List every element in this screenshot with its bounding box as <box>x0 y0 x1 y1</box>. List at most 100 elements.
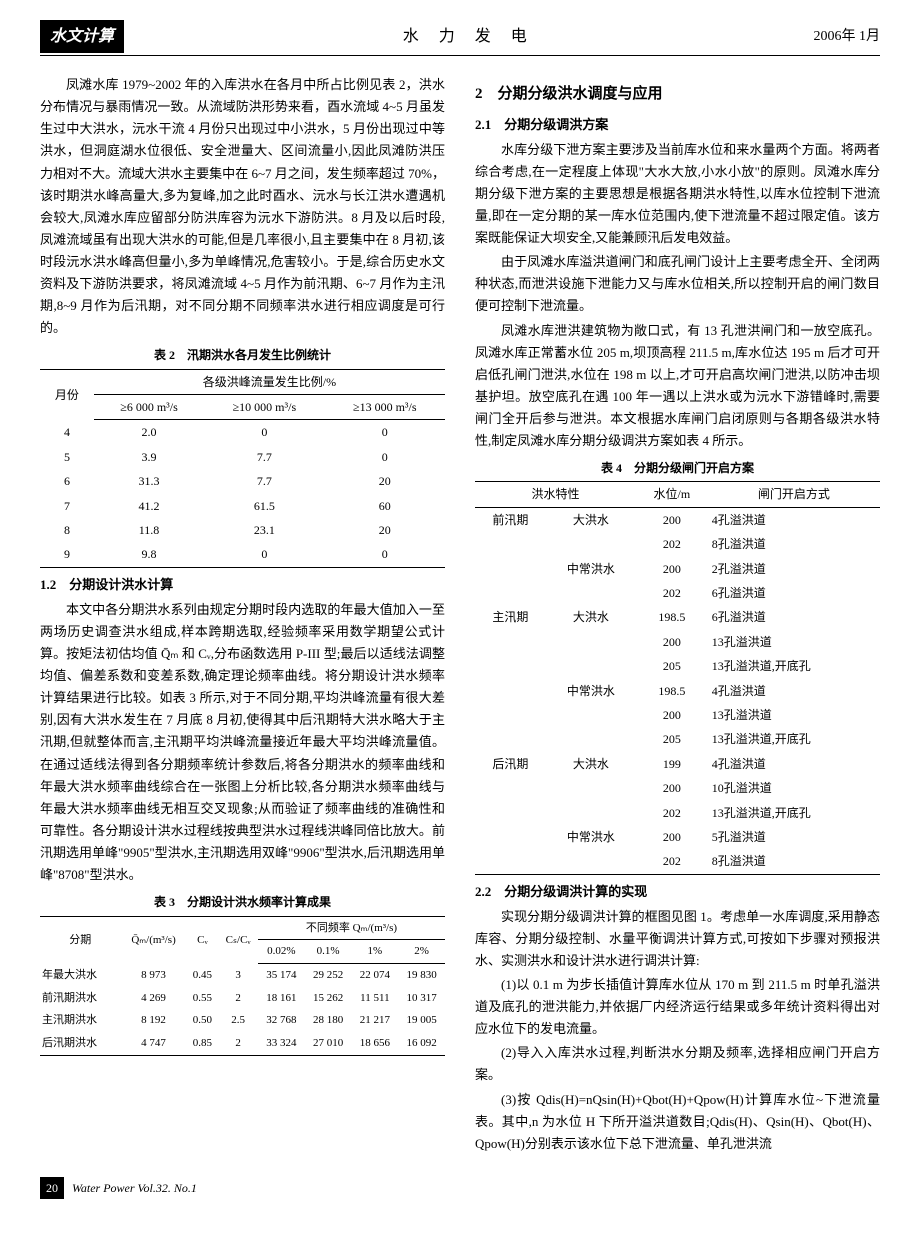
table-subheader: ≥6 000 m³/s <box>94 395 204 420</box>
table-cell: 13孔溢洪道 <box>708 703 880 727</box>
table-cell: 中常洪水 <box>546 679 636 703</box>
table-cell: 0 <box>204 542 324 567</box>
table-cell: 5孔溢洪道 <box>708 825 880 849</box>
table-header: 洪水特性 <box>475 482 636 507</box>
table-cell: 4 <box>40 420 94 445</box>
table-cell: 20 <box>325 469 445 493</box>
table-cell: 6孔溢洪道 <box>708 605 880 629</box>
table-cell: 22 074 <box>351 963 398 986</box>
table-cell: 8 <box>40 518 94 542</box>
issue-date: 2006年 1月 <box>814 25 881 49</box>
table-cell: 202 <box>636 849 708 874</box>
table-subheader: ≥10 000 m³/s <box>204 395 324 420</box>
table-cell: 200 <box>636 507 708 532</box>
table-cell: 205 <box>636 727 708 751</box>
table-cell: 3.9 <box>94 445 204 469</box>
table-cell: 11.8 <box>94 518 204 542</box>
table-header: 不同频率 Qₘ/(m³/s) <box>258 916 445 940</box>
table-cell: 200 <box>636 557 708 581</box>
section-heading: 2 分期分级洪水调度与应用 <box>475 82 880 108</box>
table-cell: 202 <box>636 581 708 605</box>
table-cell: 6 <box>40 469 94 493</box>
table-cell: 大洪水 <box>546 507 636 532</box>
table-cell: 0 <box>325 445 445 469</box>
two-column-layout: 凤滩水库 1979~2002 年的入库洪水在各月中所占比例见表 2，洪水分布情况… <box>40 74 880 1157</box>
table-cell: 年最大洪水 <box>40 963 121 986</box>
table-cell: 198.5 <box>636 679 708 703</box>
table-cell: 后汛期 <box>475 752 546 776</box>
table-cell: 中常洪水 <box>546 825 636 849</box>
body-text: (2)导入入库洪水过程,判断洪水分期及频率,选择相应闸门开启方案。 <box>475 1042 880 1086</box>
table-cell: 2.0 <box>94 420 204 445</box>
table-cell: 200 <box>636 825 708 849</box>
table-cell: 0.50 <box>187 1009 219 1032</box>
table-cell: 后汛期洪水 <box>40 1032 121 1055</box>
table-cell: 主汛期 <box>475 605 546 629</box>
table-cell: 13孔溢洪道,开底孔 <box>708 654 880 678</box>
table-cell: 大洪水 <box>546 605 636 629</box>
table-header: 闸门开启方式 <box>708 482 880 507</box>
body-text: 实现分期分级调洪计算的框图见图 1。考虑单一水库调度,采用静态库容、分期分级控制… <box>475 906 880 972</box>
table-cell: 0.85 <box>187 1032 219 1055</box>
table-cell: 199 <box>636 752 708 776</box>
table-cell: 13孔溢洪道,开底孔 <box>708 801 880 825</box>
body-text: 由于凤滩水库溢洪道闸门和底孔闸门设计上主要考虑全开、全闭两种状态,而泄洪设施下泄… <box>475 251 880 317</box>
table-cell: 33 324 <box>258 1032 305 1055</box>
table-cell: 0.45 <box>187 963 219 986</box>
table-cell: 23.1 <box>204 518 324 542</box>
table-cell: 35 174 <box>258 963 305 986</box>
table2-title: 表 2 汛期洪水各月发生比例统计 <box>40 345 445 365</box>
right-column: 2 分期分级洪水调度与应用 2.1 分期分级调洪方案 水库分级下泄方案主要涉及当… <box>475 74 880 1157</box>
table-cell: 29 252 <box>305 963 352 986</box>
table-cell: 32 768 <box>258 1009 305 1032</box>
table-cell: 0 <box>325 542 445 567</box>
table-cell: 13孔溢洪道,开底孔 <box>708 727 880 751</box>
table-cell: 5 <box>40 445 94 469</box>
table4-title: 表 4 分期分级闸门开启方案 <box>475 458 880 478</box>
table-cell: 41.2 <box>94 494 204 518</box>
table-cell: 21 217 <box>351 1009 398 1032</box>
table3: 分期 Q̄ₘ/(m³/s) Cᵥ Cₛ/Cᵥ 不同频率 Qₘ/(m³/s) 0.… <box>40 916 445 1056</box>
table-cell: 200 <box>636 630 708 654</box>
subsection-heading: 1.2 分期设计洪水计算 <box>40 574 445 596</box>
table-cell: 198.5 <box>636 605 708 629</box>
body-text: (1)以 0.1 m 为步长插值计算库水位从 170 m 到 211.5 m 时… <box>475 974 880 1040</box>
table-cell: 3 <box>218 963 258 986</box>
table-cell: 10孔溢洪道 <box>708 776 880 800</box>
table-cell: 2孔溢洪道 <box>708 557 880 581</box>
table-header: 各级洪峰流量发生比例/% <box>94 369 445 394</box>
page-header: 水文计算 水 力 发 电 2006年 1月 <box>40 20 880 56</box>
table-cell: 7.7 <box>204 469 324 493</box>
table-cell: 16 092 <box>398 1032 445 1055</box>
body-text: 水库分级下泄方案主要涉及当前库水位和来水量两个方面。将两者综合考虑,在一定程度上… <box>475 139 880 249</box>
journal-title: 水 力 发 电 <box>403 23 535 50</box>
body-text: 本文中各分期洪水系列由规定分期时段内选取的年最大值加入一至两场历史调查洪水组成,… <box>40 599 445 886</box>
table-cell: 4 269 <box>121 987 187 1010</box>
table-cell: 8 192 <box>121 1009 187 1032</box>
table-cell: 2.5 <box>218 1009 258 1032</box>
page-footer: 20 Water Power Vol.32. No.1 <box>40 1177 880 1199</box>
table-cell: 19 005 <box>398 1009 445 1032</box>
table-cell: 4 747 <box>121 1032 187 1055</box>
table-cell: 7 <box>40 494 94 518</box>
table-cell: 27 010 <box>305 1032 352 1055</box>
table-cell: 0 <box>204 420 324 445</box>
table-cell: 0 <box>325 420 445 445</box>
table-cell: 9.8 <box>94 542 204 567</box>
table-cell: 31.3 <box>94 469 204 493</box>
table-cell: 19 830 <box>398 963 445 986</box>
table-cell: 8 973 <box>121 963 187 986</box>
table-cell: 2 <box>218 987 258 1010</box>
table-cell: 9 <box>40 542 94 567</box>
table-cell: 10 317 <box>398 987 445 1010</box>
table-subheader: ≥13 000 m³/s <box>325 395 445 420</box>
footer-citation: Water Power Vol.32. No.1 <box>72 1178 197 1198</box>
table-cell: 8孔溢洪道 <box>708 532 880 556</box>
table-cell: 15 262 <box>305 987 352 1010</box>
table-cell: 28 180 <box>305 1009 352 1032</box>
page-number: 20 <box>40 1177 64 1199</box>
table-header: Cᵥ <box>187 916 219 963</box>
table-cell: 前汛期 <box>475 507 546 532</box>
table-cell: 6孔溢洪道 <box>708 581 880 605</box>
table-cell: 2 <box>218 1032 258 1055</box>
